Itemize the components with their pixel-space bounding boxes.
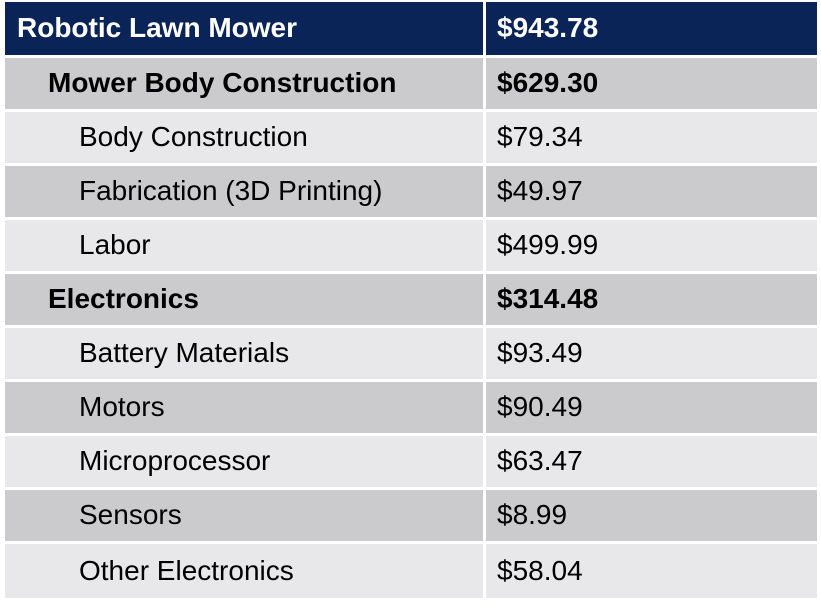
section-row-electronics: Electronics $314.48 <box>2 270 820 328</box>
section-label: Electronics <box>2 270 486 328</box>
item-amount: $63.47 <box>483 432 820 490</box>
section-label: Mower Body Construction <box>2 54 486 112</box>
section-amount: $314.48 <box>483 270 820 328</box>
table-row: Fabrication (3D Printing) $49.97 <box>2 162 820 220</box>
table-row: Body Construction $79.34 <box>2 108 820 166</box>
item-amount: $93.49 <box>483 324 820 382</box>
header-amount: $943.78 <box>483 2 820 58</box>
item-amount: $90.49 <box>483 378 820 436</box>
item-amount: $8.99 <box>483 486 820 544</box>
table-row: Battery Materials $93.49 <box>2 324 820 382</box>
item-label: Other Electronics <box>2 540 486 601</box>
table-row: Microprocessor $63.47 <box>2 432 820 490</box>
item-label: Microprocessor <box>2 432 486 490</box>
item-label: Motors <box>2 378 486 436</box>
item-amount: $49.97 <box>483 162 820 220</box>
item-label: Labor <box>2 216 486 274</box>
item-label: Battery Materials <box>2 324 486 382</box>
section-amount: $629.30 <box>483 54 820 112</box>
item-label: Fabrication (3D Printing) <box>2 162 486 220</box>
item-label: Sensors <box>2 486 486 544</box>
table-row: Labor $499.99 <box>2 216 820 274</box>
item-amount: $58.04 <box>483 540 820 601</box>
item-amount: $499.99 <box>483 216 820 274</box>
table-row: Sensors $8.99 <box>2 486 820 544</box>
header-label: Robotic Lawn Mower <box>2 2 486 58</box>
table-row: Other Electronics $58.04 <box>2 540 820 601</box>
table-header-row: Robotic Lawn Mower $943.78 <box>2 2 820 58</box>
table-row: Motors $90.49 <box>2 378 820 436</box>
item-label: Body Construction <box>2 108 486 166</box>
section-row-mower-body: Mower Body Construction $629.30 <box>2 54 820 112</box>
item-amount: $79.34 <box>483 108 820 166</box>
